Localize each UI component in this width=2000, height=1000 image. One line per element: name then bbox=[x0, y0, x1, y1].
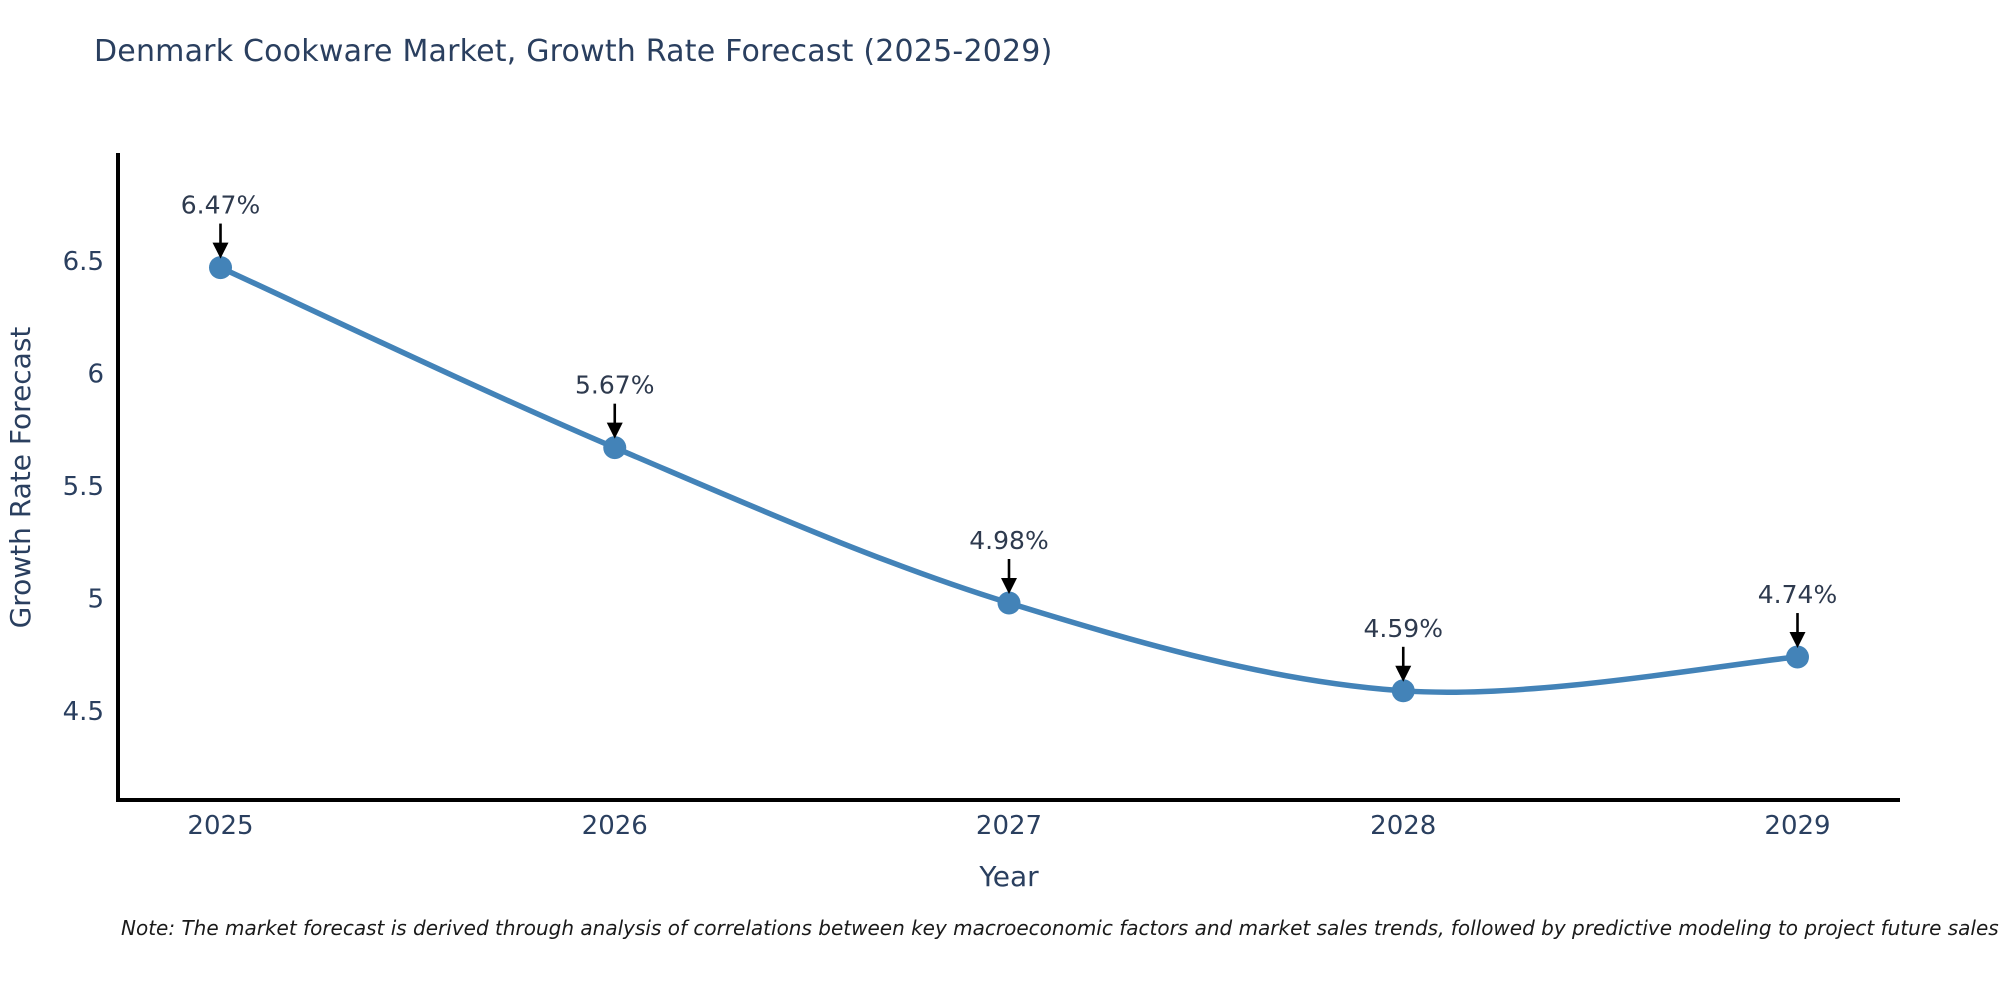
data-point-marker-2029 bbox=[1785, 645, 1809, 669]
x-tick-label: 2025 bbox=[187, 811, 253, 841]
annotation-label: 6.47% bbox=[181, 191, 260, 220]
chart-title: Denmark Cookware Market, Growth Rate For… bbox=[94, 34, 1053, 69]
data-point-marker-2027 bbox=[997, 591, 1021, 615]
annotation-arrow-head bbox=[1789, 632, 1806, 649]
x-axis-title: Year bbox=[978, 860, 1039, 893]
annotation-label: 5.67% bbox=[575, 371, 654, 400]
series-line bbox=[217, 264, 1801, 695]
annotation-label: 4.59% bbox=[1364, 614, 1443, 643]
annotation-arrow-head bbox=[212, 242, 229, 259]
y-tick-label: 4.5 bbox=[63, 697, 104, 727]
annotation-label: 4.98% bbox=[969, 526, 1048, 555]
annotation-arrow-head bbox=[1001, 578, 1017, 595]
x-tick-label: 2029 bbox=[1764, 811, 1830, 841]
data-point-marker-2028 bbox=[1391, 679, 1415, 703]
y-axis-title: Growth Rate Forecast bbox=[4, 327, 37, 629]
y-tick-label: 5 bbox=[87, 585, 104, 615]
y-tick-label: 6.5 bbox=[63, 247, 104, 277]
x-tick-label: 2026 bbox=[582, 811, 648, 841]
x-tick-label: 2027 bbox=[976, 811, 1042, 841]
annotation-arrow-head bbox=[1395, 665, 1412, 682]
footnote-text: Note: The market forecast is derived thr… bbox=[121, 916, 1999, 940]
y-tick-label: 6 bbox=[87, 359, 104, 389]
x-tick-label: 2028 bbox=[1370, 811, 1436, 841]
data-point-marker-2026 bbox=[603, 436, 627, 460]
y-tick-label: 5.5 bbox=[63, 472, 104, 502]
annotation-arrow-head bbox=[606, 422, 623, 439]
data-point-marker-2025 bbox=[209, 256, 233, 280]
annotation-label: 4.74% bbox=[1758, 580, 1837, 609]
